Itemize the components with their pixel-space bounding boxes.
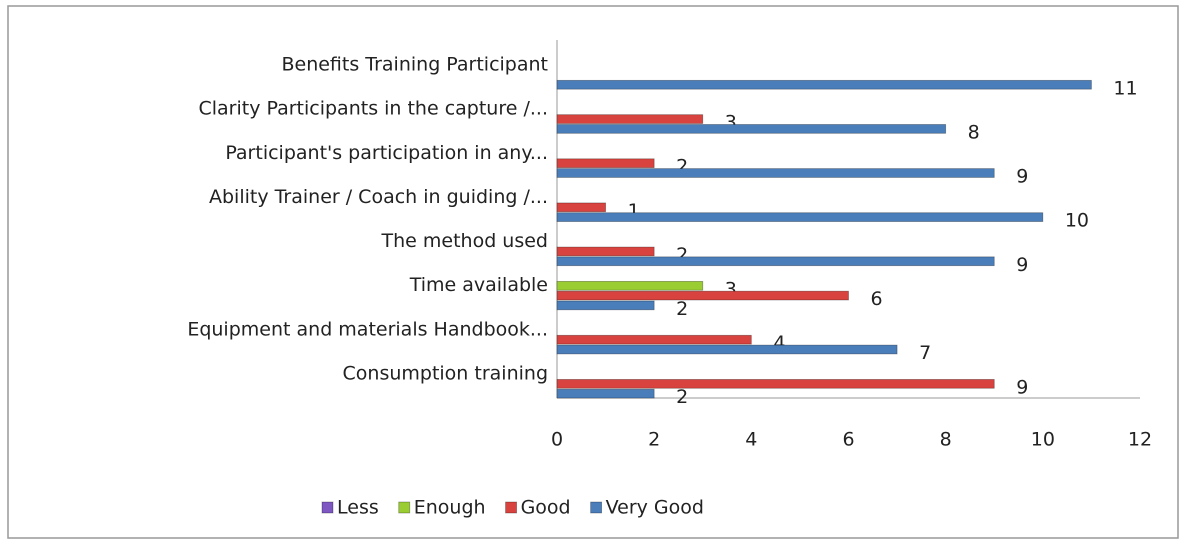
bar [556, 280, 704, 291]
bar [556, 334, 752, 345]
y-tick-label: Equipment and materials Handbook... [187, 318, 548, 340]
x-tick-label: 4 [745, 429, 757, 451]
legend-swatch [398, 501, 411, 514]
chart-border [7, 5, 1179, 539]
x-tick-label: 8 [940, 429, 952, 451]
bar [556, 168, 995, 178]
legend-label: Enough [414, 497, 486, 519]
bar [556, 212, 1044, 222]
bar [556, 344, 898, 355]
x-tick-label: 0 [551, 429, 563, 451]
data-label: 9 [1016, 166, 1028, 188]
bar [556, 79, 1092, 90]
data-label: 9 [1016, 254, 1028, 276]
legend-label: Good [521, 497, 571, 519]
bar [556, 246, 655, 257]
y-tick-label: Time available [409, 274, 548, 296]
y-tick-label: Participant's participation in any... [225, 142, 548, 164]
data-label: 2 [676, 386, 688, 408]
data-label: 11 [1113, 77, 1137, 99]
data-label: 10 [1065, 210, 1089, 232]
bar [556, 290, 849, 301]
y-tick-label: Ability Trainer / Coach in guiding /... [209, 186, 548, 208]
bar [556, 388, 655, 399]
data-label: 7 [919, 342, 931, 364]
legend-swatch [590, 501, 603, 514]
legend-swatch [505, 501, 517, 514]
legend-label: Very Good [606, 497, 704, 519]
bar [556, 256, 995, 267]
bar [556, 114, 704, 124]
bar [556, 379, 995, 389]
bar [556, 124, 947, 134]
bar [556, 158, 655, 169]
y-tick-label: The method used [381, 230, 548, 252]
data-label: 6 [871, 288, 883, 310]
x-tick-label: 2 [648, 429, 660, 451]
data-label: 9 [1016, 376, 1028, 398]
y-tick-label: Clarity Participants in the capture /... [198, 98, 548, 120]
x-tick-label: 6 [842, 429, 854, 451]
data-label: 8 [968, 121, 980, 143]
x-tick-label: 10 [1031, 429, 1055, 451]
y-tick-label: Benefits Training Participant [281, 54, 548, 76]
y-tick-label: Consumption training [343, 362, 548, 384]
legend-label: Less [337, 497, 379, 519]
bar [556, 202, 606, 213]
x-tick-label: 12 [1128, 429, 1152, 451]
bar [556, 300, 655, 311]
legend-swatch [321, 501, 334, 514]
data-label: 2 [676, 298, 688, 320]
